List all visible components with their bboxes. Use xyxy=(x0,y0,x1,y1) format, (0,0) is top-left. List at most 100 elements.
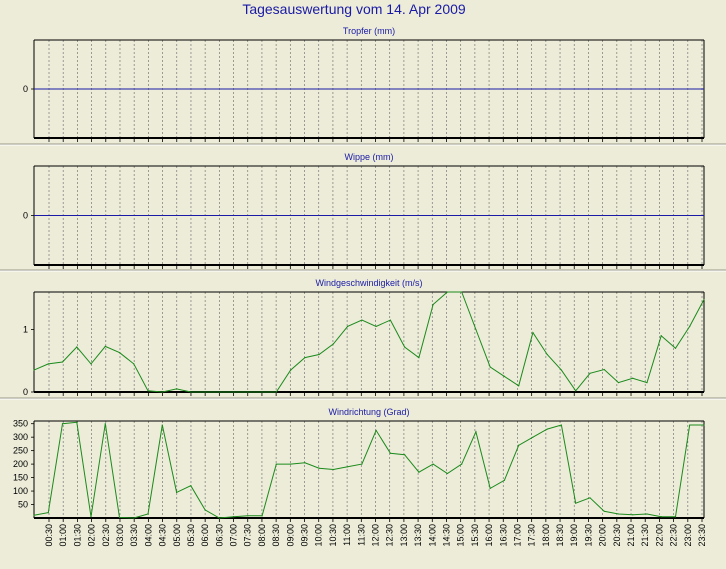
x-tick-label: 08:00 xyxy=(257,524,267,547)
x-tick-label: 06:30 xyxy=(214,524,224,547)
x-tick-label: 23:00 xyxy=(683,524,693,547)
data-point xyxy=(603,368,605,371)
data-point xyxy=(489,487,491,489)
data-point xyxy=(660,516,662,518)
data-point xyxy=(461,463,463,465)
x-tick-label: 02:00 xyxy=(87,524,97,547)
x-tick-label: 18:00 xyxy=(541,524,551,547)
data-point xyxy=(104,423,106,425)
data-point xyxy=(361,319,363,321)
data-point xyxy=(104,345,106,347)
x-tick-label: 10:30 xyxy=(328,524,338,547)
data-point xyxy=(418,357,420,359)
y-tick-label: 350 xyxy=(13,419,28,429)
x-tick-label: 02:30 xyxy=(101,524,111,547)
x-tick-label: 11:30 xyxy=(356,524,366,546)
x-tick-label: 20:30 xyxy=(612,524,622,547)
panel-title: Wippe (mm) xyxy=(345,152,394,162)
data-point xyxy=(76,421,78,423)
y-tick-label: 0 xyxy=(23,84,28,94)
panel-title: Windgeschwindigkeit (m/s) xyxy=(315,278,422,288)
chart-panel-1: Tropfer (mm) 0 xyxy=(0,26,726,146)
data-point xyxy=(318,467,320,469)
data-point xyxy=(461,291,463,293)
x-tick-label: 05:30 xyxy=(186,524,196,547)
data-point xyxy=(674,516,677,518)
y-tick-label: 50 xyxy=(18,500,28,510)
data-point xyxy=(332,468,334,471)
data-point xyxy=(218,517,220,519)
data-point xyxy=(33,369,35,371)
data-point xyxy=(161,424,163,426)
data-point xyxy=(218,391,220,393)
data-point xyxy=(90,516,92,518)
data-point xyxy=(247,391,249,393)
x-tick-label: 08:30 xyxy=(271,524,281,547)
data-point xyxy=(546,428,548,430)
x-tick-label: 20:00 xyxy=(598,524,608,547)
x-tick-label: 14:00 xyxy=(427,524,437,547)
x-tick-label: 11:00 xyxy=(342,524,352,546)
x-tick-label: 00:30 xyxy=(44,524,54,547)
x-tick-label: 21:00 xyxy=(626,524,636,547)
data-point xyxy=(304,462,306,464)
data-point xyxy=(261,391,263,393)
x-tick-label: 05:00 xyxy=(172,524,182,547)
data-point xyxy=(674,347,677,349)
chart-panel-3: Windgeschwindigkeit (m/s) 0 1 xyxy=(0,278,726,400)
data-point xyxy=(489,366,491,368)
x-tick-label: 22:00 xyxy=(654,524,664,547)
data-point xyxy=(375,429,377,432)
data-point xyxy=(175,388,178,390)
x-tick-label: 12:00 xyxy=(371,524,381,547)
data-point xyxy=(147,390,149,392)
data-point xyxy=(432,303,434,306)
series-line xyxy=(33,421,704,519)
series-line xyxy=(33,291,705,393)
data-point xyxy=(318,353,320,356)
data-point xyxy=(247,515,249,517)
data-point xyxy=(646,513,648,515)
data-point xyxy=(275,463,277,465)
data-point xyxy=(689,424,691,426)
data-point xyxy=(332,343,334,345)
x-tick-label: 13:30 xyxy=(413,524,423,547)
data-point xyxy=(289,463,292,465)
data-point xyxy=(118,516,121,519)
x-tick-label: 03:00 xyxy=(115,524,125,547)
data-point xyxy=(703,298,705,301)
data-point xyxy=(560,424,563,426)
data-point xyxy=(389,319,391,321)
data-point xyxy=(61,361,64,363)
x-tick-label: 17:00 xyxy=(512,524,522,547)
data-point xyxy=(232,516,235,518)
data-point xyxy=(261,515,263,517)
data-point xyxy=(446,472,449,475)
data-point xyxy=(347,466,349,468)
data-point xyxy=(133,517,135,519)
data-point xyxy=(47,512,49,514)
data-point xyxy=(347,325,349,327)
data-point xyxy=(232,391,235,393)
data-point xyxy=(518,444,520,446)
y-tick-label: 300 xyxy=(13,432,28,442)
data-point xyxy=(404,346,406,348)
y-tick-label: 1 xyxy=(23,325,28,335)
data-point xyxy=(304,357,306,359)
data-point xyxy=(61,423,64,425)
x-tick-label: 19:00 xyxy=(569,524,579,547)
x-tick-label: 18:30 xyxy=(555,524,565,547)
x-tick-label: 01:00 xyxy=(58,524,68,547)
data-point xyxy=(432,463,434,465)
data-point xyxy=(275,391,277,393)
x-tick-label: 22:30 xyxy=(669,524,679,547)
data-point xyxy=(161,391,163,393)
x-tick-label: 04:00 xyxy=(143,524,153,547)
x-tick-label: 01:30 xyxy=(72,524,82,547)
data-point xyxy=(404,454,406,456)
x-tick-label: 19:30 xyxy=(583,524,593,547)
x-tick-label: 07:00 xyxy=(229,524,239,547)
y-tick-label: 100 xyxy=(13,486,28,496)
